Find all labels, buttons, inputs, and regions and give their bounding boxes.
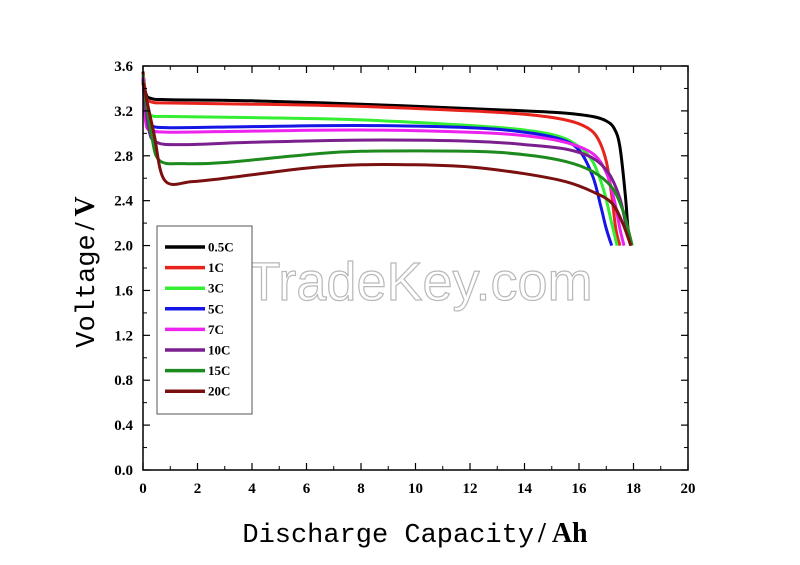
series-line-10C [141, 79, 633, 246]
y-tick-label: 3.6 [114, 59, 133, 75]
y-axis-label: Voltage [73, 234, 103, 347]
legend-label: 15C [208, 363, 230, 378]
y-axis-unit: V [70, 196, 101, 216]
legend-label: 0.5C [208, 240, 234, 255]
x-tick-label: 8 [357, 481, 365, 497]
y-tick-label: 2.8 [114, 149, 133, 165]
y-tick-label: 0.0 [114, 463, 133, 479]
y-tick-label: 2.0 [114, 239, 133, 255]
y-tick-label: 0.4 [114, 418, 133, 434]
legend-label: 3C [208, 281, 224, 296]
y-tick-label: 0.8 [114, 373, 133, 389]
x-tick-label: 6 [303, 481, 311, 497]
x-tick-label: 2 [194, 481, 202, 497]
watermark-text: TradeKey.com [247, 252, 592, 312]
x-tick-label: 12 [463, 481, 478, 497]
x-axis-title: Discharge Capacity / Ah [242, 518, 588, 551]
legend-label: 10C [208, 343, 230, 358]
legend-label: 20C [208, 384, 230, 399]
series-line-20C [141, 82, 633, 247]
y-tick-label: 1.2 [114, 328, 133, 344]
legend-label: 1C [208, 260, 224, 275]
y-axis-title: Voltage/V [70, 196, 103, 347]
legend-label: 7C [208, 322, 224, 337]
series-line-15C [141, 81, 634, 246]
series-line-0.5C [141, 71, 633, 246]
series-line-3C [141, 74, 619, 246]
y-tick-label: 3.2 [114, 104, 133, 120]
x-tick-label: 14 [517, 481, 533, 497]
x-tick-label: 18 [626, 481, 641, 497]
x-tick-label: 16 [572, 481, 588, 497]
legend-box [156, 225, 253, 415]
legend-label: 5C [208, 301, 224, 316]
x-tick-label: 0 [139, 481, 147, 497]
x-tick-label: 10 [408, 481, 423, 497]
x-tick-label: 20 [681, 481, 696, 497]
y-tick-label: 2.4 [114, 194, 133, 210]
x-tick-label: 4 [248, 481, 256, 497]
x-axis-label: Discharge Capacity [242, 521, 534, 551]
y-tick-label: 1.6 [114, 283, 133, 299]
x-axis-unit: Ah [552, 518, 588, 549]
